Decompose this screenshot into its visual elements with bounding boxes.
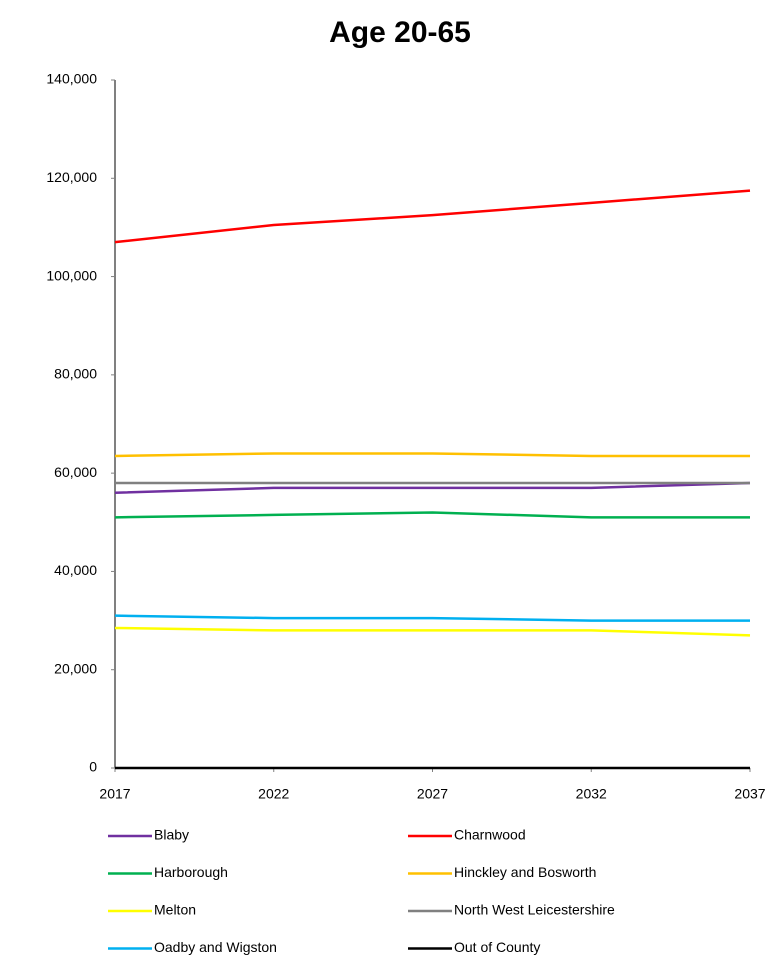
series-line	[114, 481, 751, 495]
y-tick-label: 120,000	[46, 169, 97, 185]
y-tick-label: 0	[89, 759, 97, 775]
y-tick-label: 140,000	[46, 71, 97, 87]
series-line	[114, 614, 750, 622]
series-line	[114, 189, 751, 244]
x-tick-label: 2037	[734, 786, 765, 802]
legend-label: Hinckley and Bosworth	[454, 864, 596, 880]
x-tick-label: 2022	[258, 786, 289, 802]
y-tick-label: 40,000	[54, 562, 97, 578]
series-line	[114, 626, 751, 637]
y-tick-label: 60,000	[54, 464, 97, 480]
legend-label: Blaby	[154, 827, 189, 843]
x-tick-label: 2032	[576, 786, 607, 802]
legend-label: Charnwood	[454, 827, 526, 843]
series-line	[114, 511, 750, 519]
legend-label: Melton	[154, 902, 196, 918]
series-line	[114, 452, 750, 458]
x-tick-label: 2027	[417, 786, 448, 802]
legend-label: North West Leicestershire	[454, 902, 615, 918]
y-tick-label: 20,000	[54, 660, 97, 676]
legend-label: Harborough	[154, 864, 228, 880]
x-tick-label: 2017	[99, 786, 130, 802]
y-tick-label: 100,000	[46, 267, 97, 283]
y-tick-label: 80,000	[54, 366, 97, 382]
chart-title: Age 20-65	[329, 16, 471, 49]
legend-label: Oadby and Wigston	[154, 939, 277, 955]
legend-label: Out of County	[454, 939, 540, 955]
